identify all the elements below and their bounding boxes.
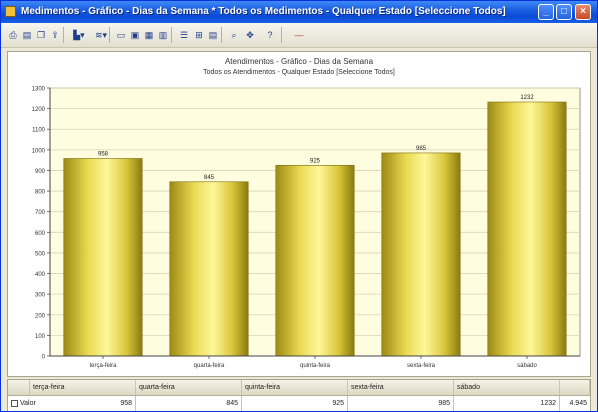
row-label: Valor (20, 400, 36, 407)
pan-icon[interactable]: ✥ (243, 27, 257, 43)
y-tick-label: 800 (35, 190, 46, 196)
table-cell: 925 (242, 396, 348, 411)
legend-icon[interactable]: ☰ (177, 27, 191, 43)
pan-icon-glyph: ✥ (246, 30, 254, 40)
copy-icon-glyph: ❐ (36, 30, 46, 40)
bar-sábado (487, 101, 567, 357)
bar-value-label: 958 (98, 152, 109, 158)
minimize-button[interactable]: _ (538, 4, 554, 20)
table-cell: 958 (30, 396, 136, 411)
zoom-icon-glyph: ⌕ (231, 30, 237, 40)
x-tick-label: sábado (517, 363, 537, 369)
view-3d-icon[interactable]: ▣ (129, 27, 141, 43)
app-icon (5, 6, 16, 17)
row-header-cell: Valor (8, 396, 36, 411)
toolbar-separator (109, 27, 110, 43)
x-tick-label: quarta-feira (194, 363, 225, 369)
row-checkbox[interactable] (11, 399, 18, 407)
column-header[interactable]: terça-feira (30, 380, 136, 395)
export-icon-glyph: ⇪ (51, 30, 59, 40)
print-icon-glyph: ⎙ (9, 30, 17, 40)
bar-sexta-feira (381, 152, 461, 357)
bar-chart-type-icon[interactable]: ▙▾ (69, 27, 89, 43)
y-tick-label: 300 (35, 293, 46, 299)
window-title: Medimentos - Gráfico - Dias da Semana * … (21, 6, 506, 17)
bar-value-label: 985 (416, 146, 427, 152)
y-tick-label: 1100 (32, 128, 46, 134)
print-preview-icon[interactable]: ▤ (21, 27, 33, 43)
export-icon[interactable]: ⇪ (49, 27, 61, 43)
bar-terça-feira (63, 158, 143, 357)
bar-value-label: 925 (310, 158, 321, 164)
table-header-row: terça-feira quarta-feira quinta-feira sexta… (8, 380, 590, 396)
labels-icon-glyph: ▤ (208, 30, 218, 40)
chart-title: Atendimentos - Gráfico - Dias da Semana (225, 57, 374, 66)
y-tick-label: 0 (42, 355, 46, 361)
bar-quarta-feira (169, 181, 249, 357)
x-tick-label: sexta-feira (407, 363, 436, 369)
view-2d-icon-glyph: ▭ (116, 30, 126, 40)
series-icon[interactable]: ≋▾ (91, 27, 111, 43)
values-icon-glyph: ⊞ (195, 30, 203, 40)
table-icon[interactable]: ▥ (157, 27, 169, 43)
column-header[interactable]: quinta-feira (242, 380, 348, 395)
bar-quinta-feira (275, 165, 355, 357)
toolbar-separator (63, 27, 64, 43)
close-chart-icon-glyph: — (294, 30, 304, 40)
table-total-cell: 4.945 (569, 400, 587, 407)
legend-icon-glyph: ☰ (179, 30, 189, 40)
toolbar: ⎙ ▤ ❐ ⇪ ▙▾ ≋▾ ▭ ▣ ▦ ▥ ☰ ⊞ ▤ ⌕ ✥? — (1, 23, 597, 48)
y-tick-label: 500 (35, 251, 46, 257)
chart-subtitle: Todos os Atendimentos - Qualquer Estado … (203, 69, 395, 76)
labels-icon[interactable]: ▤ (207, 27, 219, 43)
toolbar-separator (171, 27, 172, 43)
grid-icon[interactable]: ▦ (143, 27, 155, 43)
table-row[interactable]: Valor 958 845 925 985 1232 4.945 (8, 396, 590, 411)
column-header[interactable] (8, 380, 30, 395)
table-icon-glyph: ▥ (158, 30, 168, 40)
column-header[interactable]: quarta-feira (136, 380, 242, 395)
bar-chart: Atendimentos - Gráfico - Dias da Semana … (32, 57, 581, 369)
column-header[interactable] (560, 380, 590, 395)
grid-icon-glyph: ▦ (144, 30, 154, 40)
y-tick-label: 1300 (32, 87, 46, 93)
bar-chart-type-icon-glyph: ▙▾ (73, 30, 85, 40)
column-header[interactable]: sábado (454, 380, 560, 395)
toolbar-separator (221, 27, 222, 43)
y-tick-label: 200 (35, 313, 46, 319)
table-cell: 985 (348, 396, 454, 411)
view-2d-icon[interactable]: ▭ (115, 27, 127, 43)
close-button[interactable]: × (575, 4, 591, 20)
help-icon[interactable]: ? (263, 27, 277, 43)
y-tick-label: 1000 (32, 148, 46, 154)
chart-panel: Atendimentos - Gráfico - Dias da Semana … (7, 51, 591, 377)
table-cell: 1232 (454, 396, 560, 411)
bar-value-label: 1232 (520, 95, 534, 101)
close-chart-icon[interactable]: — (289, 27, 309, 43)
y-tick-label: 700 (35, 210, 46, 216)
y-tick-label: 400 (35, 272, 46, 278)
zoom-icon[interactable]: ⌕ (227, 27, 241, 43)
bar-value-label: 845 (204, 175, 215, 181)
help-icon-glyph: ? (267, 30, 273, 40)
print-preview-icon-glyph: ▤ (22, 30, 32, 40)
toolbar-separator (281, 27, 282, 43)
y-tick-label: 100 (35, 334, 46, 340)
view-3d-icon-glyph: ▣ (130, 30, 140, 40)
data-table: terça-feira quarta-feira quinta-feira sexta… (7, 379, 591, 411)
values-icon[interactable]: ⊞ (193, 27, 205, 43)
x-tick-label: quinta-feira (300, 363, 331, 369)
x-tick-label: terça-feira (89, 363, 117, 369)
y-tick-label: 600 (35, 231, 46, 237)
copy-icon[interactable]: ❐ (35, 27, 47, 43)
title-bar[interactable]: Medimentos - Gráfico - Dias da Semana * … (1, 1, 597, 23)
y-tick-label: 1200 (32, 107, 46, 113)
column-header[interactable]: sexta-feira (348, 380, 454, 395)
table-cell: 845 (136, 396, 242, 411)
series-icon-glyph: ≋▾ (94, 30, 108, 40)
maximize-button[interactable]: □ (556, 4, 572, 20)
print-icon[interactable]: ⎙ (7, 27, 19, 43)
y-tick-label: 900 (35, 169, 46, 175)
